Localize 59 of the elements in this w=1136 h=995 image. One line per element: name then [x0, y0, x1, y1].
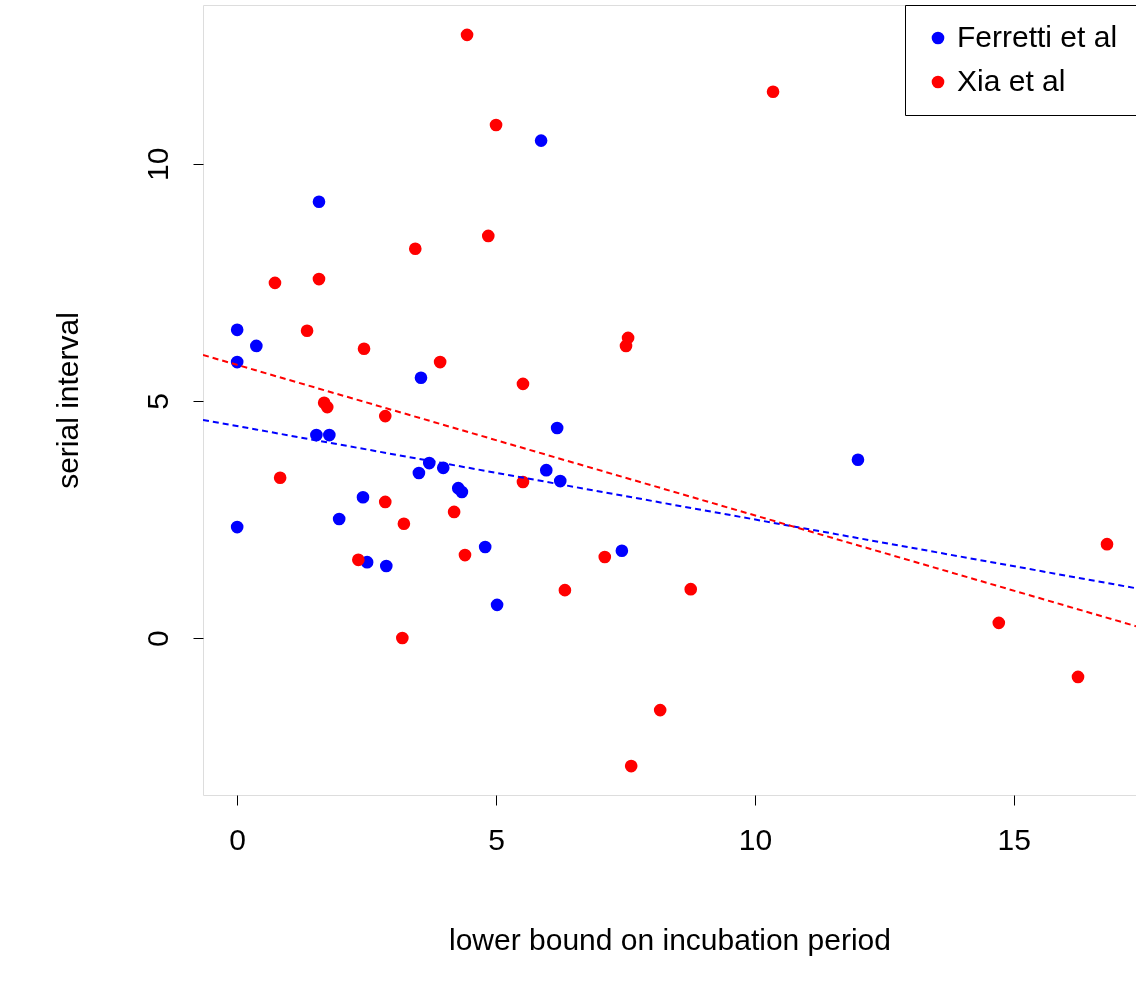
y-tick-label: 10: [140, 147, 174, 182]
point: [550, 421, 564, 435]
point: [992, 616, 1006, 630]
legend-label: Ferretti et al: [957, 20, 1118, 53]
point: [1071, 670, 1085, 684]
point: [433, 355, 447, 369]
point: [619, 339, 633, 353]
x-tick-label: 0: [229, 822, 247, 856]
point: [320, 400, 334, 414]
point: [615, 544, 629, 558]
point: [408, 242, 422, 256]
y-tick-label: 5: [140, 393, 174, 410]
point: [455, 485, 469, 499]
point: [396, 631, 409, 645]
point: [378, 409, 392, 423]
point: [357, 342, 371, 356]
x-tick-label: 5: [488, 822, 505, 856]
point: [300, 324, 314, 338]
point: [332, 512, 346, 526]
y-axis-title: serial interval: [50, 312, 84, 489]
point: [460, 28, 474, 42]
point: [412, 466, 426, 480]
point: [414, 371, 428, 385]
legend-label: Xia et al: [957, 64, 1066, 97]
point: [352, 553, 365, 567]
point: [273, 471, 287, 485]
point: [379, 559, 393, 573]
point: [653, 703, 667, 717]
point: [312, 272, 326, 286]
point: [230, 520, 244, 534]
point: [534, 134, 548, 147]
point: [356, 490, 370, 504]
point: [230, 323, 244, 337]
point: [766, 85, 780, 99]
x-tick-label: 10: [738, 822, 773, 856]
point: [539, 463, 553, 477]
point: [490, 598, 504, 612]
x-axis-title: lower bound on incubation period: [449, 922, 891, 956]
point: [684, 582, 698, 596]
point: [851, 453, 865, 467]
point: [516, 377, 530, 391]
point: [397, 517, 411, 531]
point: [458, 548, 472, 562]
point: [1100, 537, 1114, 551]
x-tick-label: 15: [997, 822, 1031, 856]
point: [624, 759, 638, 773]
point: [489, 118, 503, 132]
y-tick-label: 0: [140, 630, 174, 647]
point: [323, 428, 336, 442]
point: [558, 583, 572, 597]
point: [447, 505, 461, 519]
point: [268, 276, 282, 290]
point: [250, 339, 263, 353]
point: [312, 195, 326, 209]
point: [598, 550, 612, 564]
point: [378, 495, 392, 509]
point: [478, 540, 492, 554]
point: [310, 428, 323, 442]
point: [481, 229, 495, 243]
